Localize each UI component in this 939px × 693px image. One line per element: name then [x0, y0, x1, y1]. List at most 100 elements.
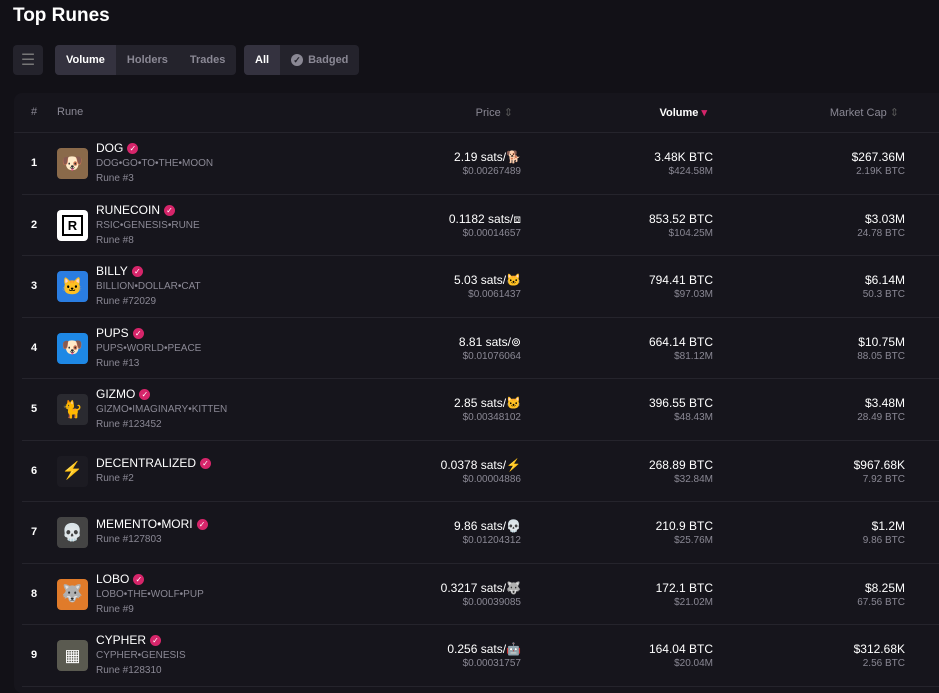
rune-number: Rune #2	[96, 472, 134, 484]
tab-trades[interactable]: Trades	[189, 54, 226, 66]
price-usd: $0.01076064	[462, 350, 521, 362]
market-cap: $6.14M	[864, 273, 905, 287]
rune-name[interactable]: MEMENTO•MORI ✓	[96, 517, 208, 531]
price-usd: $0.00031757	[462, 658, 521, 669]
rune-number: Rune #3	[96, 173, 134, 184]
rune-name[interactable]: RUNECOIN ✓	[96, 203, 176, 217]
sort-tabs: Volume Holders Trades	[55, 45, 237, 75]
sort-icon: ⇕	[889, 107, 899, 119]
rank: 6	[31, 464, 38, 477]
verified-badge-icon: ✓	[132, 327, 144, 339]
sort-icon: ⇕	[503, 107, 513, 119]
verified-badge-icon: ✓	[127, 143, 139, 154]
table-row[interactable]: 7 💀 MEMENTO•MORI ✓ Rune #127803 9.86 sats…	[22, 502, 939, 564]
price: 0.0378 sats/⚡	[440, 457, 521, 472]
market-cap: $1.2M	[871, 519, 905, 533]
verified-badge-icon: ✓	[196, 519, 208, 530]
market-cap: $8.25M	[864, 580, 905, 595]
volume: 164.04 BTC	[648, 642, 713, 656]
col-num: #	[31, 106, 38, 118]
price: 0.256 sats/🤖	[447, 642, 521, 656]
verified-badge-icon: ✓	[139, 389, 151, 400]
verified-badge-icon: ✓	[164, 204, 176, 216]
market-cap-btc: 50.3 BTC	[862, 289, 905, 300]
table-row[interactable]: 1 🐶 DOG ✓ DOG•GO•TO•THE•MOON Rune #3 2.19…	[22, 133, 939, 195]
rank: 5	[31, 403, 38, 415]
rune-spaced-name: BILLION•DOLLAR•CAT	[96, 281, 201, 292]
table-header: # Rune Price ⇕ Volume ▾ Market Cap ⇕	[14, 93, 939, 133]
rune-avatar: ▦	[57, 640, 88, 671]
volume: 794.41 BTC	[648, 273, 713, 287]
tab-all[interactable]: All	[244, 45, 281, 75]
rank: 3	[31, 280, 38, 292]
table-row[interactable]: 2 R RUNECOIN ✓ RSIC•GENESIS•RUNE Rune #8 …	[22, 195, 939, 256]
rank: 1	[31, 157, 38, 169]
volume: 210.9 BTC	[655, 519, 713, 533]
verified-badge-icon: ✓	[200, 457, 212, 469]
filter-button[interactable]: ☰	[13, 45, 43, 75]
tab-badged[interactable]: ✓ Badged	[280, 45, 359, 75]
volume: 172.1 BTC	[655, 580, 713, 595]
rune-avatar: 💀	[57, 517, 88, 548]
table-row[interactable]: 6 ⚡ DECENTRALIZED ✓ Rune #2 0.0378 sats/⚡…	[22, 441, 939, 502]
volume-usd: $32.84M	[674, 473, 713, 485]
rune-number: Rune #13	[96, 357, 140, 369]
rune-avatar: 🐱	[57, 271, 88, 302]
col-volume[interactable]: Volume ▾	[659, 107, 707, 119]
price-usd: $0.00014657	[462, 227, 521, 239]
rune-name[interactable]: BILLY ✓	[96, 264, 143, 278]
rune-avatar: 🐶	[57, 332, 88, 364]
volume-usd: $104.25M	[668, 227, 713, 239]
table-row[interactable]: 8 🐺 LOBO ✓ LOBO•THE•WOLF•PUP Rune #9 0.32…	[22, 564, 939, 625]
market-cap: $267.36M	[851, 150, 905, 164]
rune-name[interactable]: DECENTRALIZED ✓	[96, 456, 212, 470]
rune-spaced-name: DOG•GO•TO•THE•MOON	[96, 158, 214, 169]
table-row[interactable]: 9 ▦ CYPHER ✓ CYPHER•GENESIS Rune #128310 …	[22, 625, 939, 687]
page-title: Top Runes	[13, 5, 110, 26]
tab-volume[interactable]: Volume	[55, 45, 116, 75]
rune-number: Rune #127803	[96, 534, 162, 545]
volume-usd: $424.58M	[668, 166, 713, 177]
col-market-cap[interactable]: Market Cap ⇕	[829, 107, 899, 119]
volume-usd: $97.03M	[674, 289, 713, 300]
rune-avatar: 🐶	[57, 148, 88, 179]
sort-desc-icon: ▾	[701, 107, 707, 119]
rune-number: Rune #123452	[96, 419, 162, 430]
rune-spaced-name: GIZMO•IMAGINARY•KITTEN	[96, 404, 228, 415]
market-cap-btc: 2.56 BTC	[862, 658, 905, 669]
volume-usd: $21.02M	[674, 596, 713, 608]
price: 0.1182 sats/⧈	[448, 211, 521, 226]
rune-number: Rune #72029	[96, 296, 157, 307]
market-cap: $3.03M	[864, 211, 905, 226]
filter-tabs: All ✓ Badged	[244, 45, 360, 75]
rune-name[interactable]: PUPS ✓	[96, 326, 144, 340]
price: 5.03 sats/🐱	[454, 273, 521, 287]
table-row[interactable]: 5 🐈 GIZMO ✓ GIZMO•IMAGINARY•KITTEN Rune #…	[22, 379, 939, 441]
volume: 853.52 BTC	[648, 211, 713, 226]
rune-number: Rune #9	[96, 603, 134, 615]
rune-name[interactable]: DOG ✓	[96, 141, 139, 155]
verified-badge-icon: ✓	[150, 635, 162, 646]
rune-name[interactable]: LOBO ✓	[96, 572, 145, 586]
table-row[interactable]: 4 🐶 PUPS ✓ PUPS•WORLD•PEACE Rune #13 8.81…	[22, 318, 939, 379]
rune-name[interactable]: GIZMO ✓	[96, 387, 151, 401]
tab-holders[interactable]: Holders	[126, 54, 168, 66]
volume: 268.89 BTC	[648, 457, 713, 472]
volume-usd: $48.43M	[674, 412, 713, 423]
rank: 7	[31, 526, 38, 538]
verified-badge-icon: ✓	[133, 573, 145, 585]
market-cap-btc: 88.05 BTC	[857, 350, 905, 362]
rank: 9	[31, 649, 38, 661]
col-price[interactable]: Price ⇕	[475, 107, 513, 119]
rune-spaced-name: PUPS•WORLD•PEACE	[96, 342, 202, 354]
market-cap: $3.48M	[864, 396, 905, 410]
volume: 664.14 BTC	[648, 334, 713, 349]
rune-name[interactable]: CYPHER ✓	[96, 633, 162, 647]
rank: 8	[31, 587, 38, 600]
market-cap: $312.68K	[853, 642, 905, 656]
volume: 396.55 BTC	[648, 396, 713, 410]
rune-avatar: 🐺	[57, 578, 88, 610]
price-usd: $0.00348102	[462, 412, 521, 423]
verified-badge-icon: ✓	[131, 266, 143, 277]
table-row[interactable]: 3 🐱 BILLY ✓ BILLION•DOLLAR•CAT Rune #7202…	[22, 256, 939, 318]
